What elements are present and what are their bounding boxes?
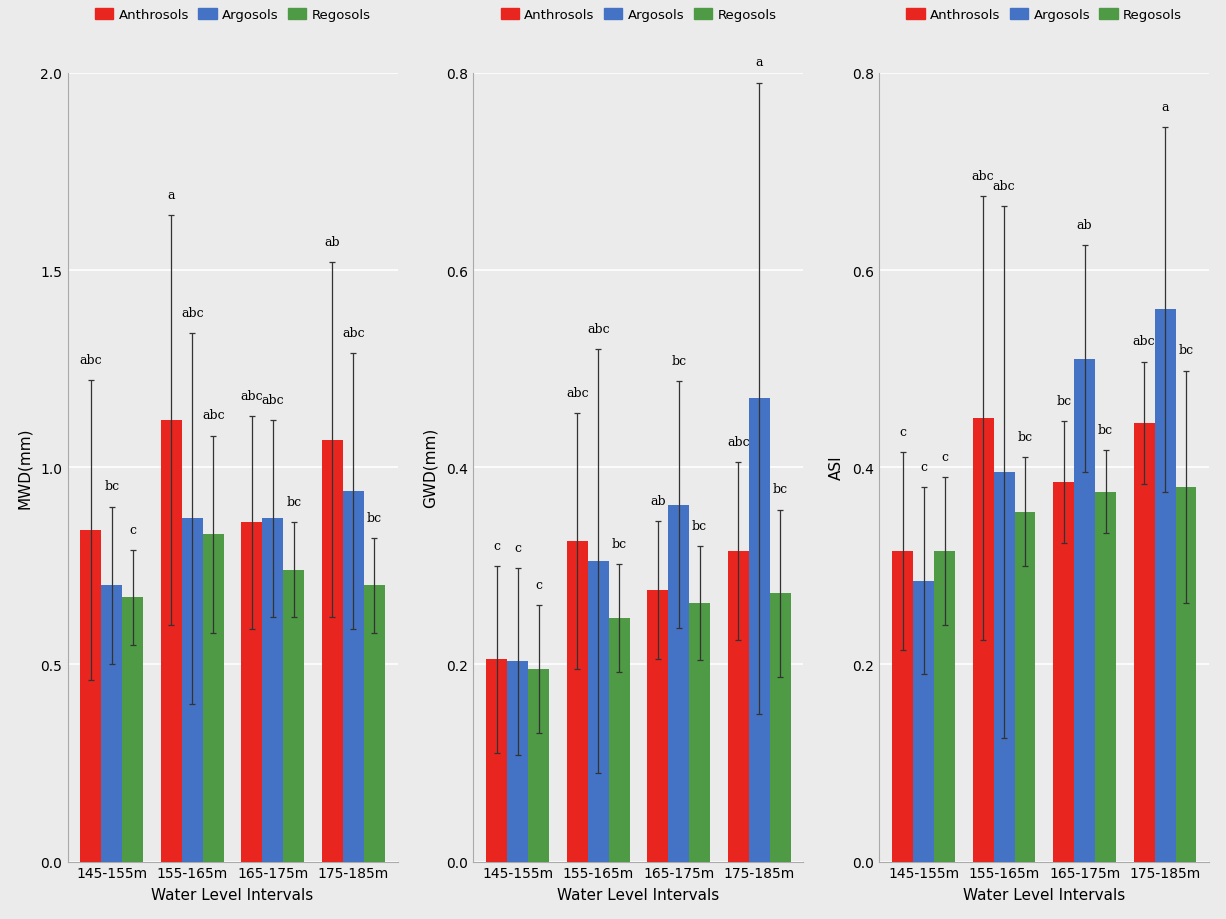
X-axis label: Water Level Intervals: Water Level Intervals (558, 888, 720, 902)
Bar (322, 440, 343, 862)
Bar (972, 418, 993, 862)
Text: a: a (1161, 101, 1168, 114)
Bar (749, 399, 770, 862)
Text: bc: bc (772, 482, 787, 496)
Bar (913, 581, 934, 862)
Bar (689, 604, 710, 862)
Text: a: a (755, 56, 763, 70)
Bar (566, 541, 587, 862)
Bar (102, 585, 123, 862)
Bar (1053, 482, 1074, 862)
Bar (528, 670, 549, 862)
Text: abc: abc (1133, 335, 1155, 348)
Text: abc: abc (727, 436, 749, 448)
Text: bc: bc (1018, 431, 1032, 444)
Bar (181, 519, 202, 862)
Text: abc: abc (261, 393, 284, 406)
X-axis label: Water Level Intervals: Water Level Intervals (964, 888, 1125, 902)
Bar (608, 618, 630, 862)
Text: abc: abc (202, 409, 224, 422)
Bar (587, 562, 608, 862)
Bar (728, 551, 749, 862)
Bar (1095, 493, 1116, 862)
Text: bc: bc (367, 511, 381, 525)
Text: abc: abc (587, 323, 609, 335)
Y-axis label: GWD(mm): GWD(mm) (423, 427, 438, 508)
Text: ab: ab (650, 494, 666, 507)
Bar (123, 597, 143, 862)
Text: bc: bc (1098, 424, 1113, 437)
Text: bc: bc (691, 519, 707, 532)
Text: abc: abc (993, 179, 1015, 192)
Bar (1074, 359, 1095, 862)
Text: c: c (514, 541, 521, 554)
Legend: Anthrosols, Argosols, Regosols: Anthrosols, Argosols, Regosols (906, 9, 1182, 22)
Bar (1134, 424, 1155, 862)
Text: c: c (493, 539, 500, 552)
Text: c: c (942, 450, 948, 463)
Bar (262, 519, 283, 862)
Text: abc: abc (972, 170, 994, 183)
Bar (893, 551, 913, 862)
Text: ab: ab (1076, 219, 1092, 232)
Bar (934, 551, 955, 862)
Bar (1155, 310, 1176, 862)
Text: bc: bc (1056, 394, 1072, 407)
Text: bc: bc (1178, 344, 1194, 357)
Bar (668, 505, 689, 862)
Bar (1176, 487, 1197, 862)
Text: abc: abc (181, 307, 204, 320)
Text: c: c (129, 523, 136, 536)
Text: a: a (168, 188, 175, 201)
Bar (81, 530, 102, 862)
Text: c: c (899, 425, 906, 438)
Bar (283, 570, 304, 862)
Y-axis label: ASI: ASI (829, 456, 843, 480)
Text: c: c (535, 578, 542, 591)
Text: bc: bc (671, 355, 687, 368)
Legend: Anthrosols, Argosols, Regosols: Anthrosols, Argosols, Regosols (94, 9, 370, 22)
Bar (202, 535, 223, 862)
Legend: Anthrosols, Argosols, Regosols: Anthrosols, Argosols, Regosols (500, 9, 776, 22)
Bar (647, 591, 668, 862)
Bar (161, 420, 181, 862)
Bar (993, 472, 1015, 862)
Bar (343, 492, 364, 862)
Y-axis label: MWD(mm): MWD(mm) (17, 427, 32, 508)
Text: bc: bc (286, 495, 302, 508)
Bar (364, 585, 385, 862)
Bar (242, 523, 262, 862)
Text: ab: ab (325, 235, 340, 249)
Text: c: c (920, 460, 927, 473)
Bar (487, 660, 508, 862)
Text: abc: abc (566, 386, 588, 400)
Bar (508, 662, 528, 862)
Bar (1015, 512, 1036, 862)
Text: bc: bc (104, 480, 119, 493)
X-axis label: Water Level Intervals: Water Level Intervals (152, 888, 314, 902)
Text: abc: abc (342, 326, 364, 339)
Text: abc: abc (240, 390, 264, 403)
Text: bc: bc (612, 537, 626, 550)
Text: abc: abc (80, 354, 102, 367)
Bar (770, 594, 791, 862)
